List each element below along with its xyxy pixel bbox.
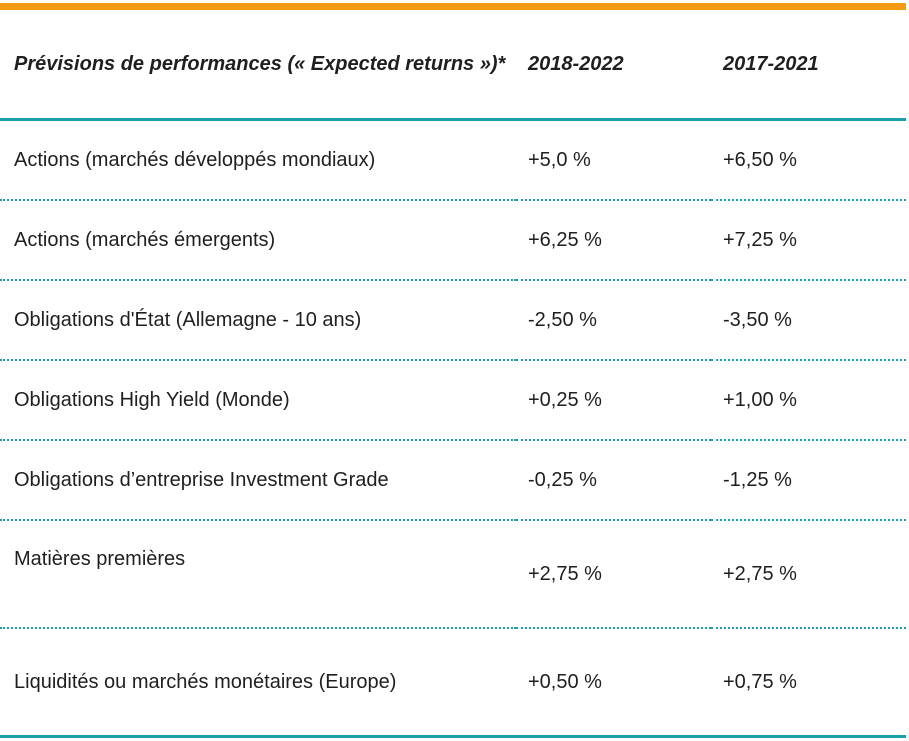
- row-value-2017-2021: +7,25 %: [711, 200, 906, 281]
- row-value-2017-2021: -1,25 %: [711, 440, 906, 521]
- row-value-2018-2022: +6,25 %: [516, 200, 711, 281]
- header-title: Prévisions de performances (« Expected r…: [0, 10, 516, 121]
- row-value-2018-2022: +0,50 %: [516, 628, 711, 738]
- expected-returns-table: Prévisions de performances (« Expected r…: [0, 10, 906, 738]
- table-header-row: Prévisions de performances (« Expected r…: [0, 10, 906, 121]
- table-row: Liquidités ou marchés monétaires (Europe…: [0, 628, 906, 738]
- table-row: Obligations d'État (Allemagne - 10 ans) …: [0, 280, 906, 361]
- table-row: Actions (marchés émergents) +6,25 % +7,2…: [0, 200, 906, 281]
- row-label: Actions (marchés émergents): [0, 200, 516, 281]
- row-value-2017-2021: +0,75 %: [711, 628, 906, 738]
- top-accent-bar: [0, 3, 906, 10]
- row-value-2018-2022: +2,75 %: [516, 520, 711, 629]
- row-label: Obligations d’entreprise Investment Grad…: [0, 440, 516, 521]
- header-period-2018-2022: 2018-2022: [516, 10, 711, 121]
- row-value-2018-2022: +0,25 %: [516, 360, 711, 441]
- table-row: Matières premières +2,75 % +2,75 %: [0, 520, 906, 629]
- row-value-2018-2022: -2,50 %: [516, 280, 711, 361]
- row-label: Liquidités ou marchés monétaires (Europe…: [0, 628, 516, 738]
- row-value-2018-2022: -0,25 %: [516, 440, 711, 521]
- row-label: Actions (marchés développés mondiaux): [0, 119, 516, 201]
- row-value-2017-2021: +6,50 %: [711, 119, 906, 201]
- row-label: Obligations High Yield (Monde): [0, 360, 516, 441]
- table-row: Obligations High Yield (Monde) +0,25 % +…: [0, 360, 906, 441]
- row-value-2017-2021: -3,50 %: [711, 280, 906, 361]
- table-row: Obligations d’entreprise Investment Grad…: [0, 440, 906, 521]
- row-value-2017-2021: +1,00 %: [711, 360, 906, 441]
- table-row: Actions (marchés développés mondiaux) +5…: [0, 119, 906, 201]
- row-value-2018-2022: +5,0 %: [516, 119, 711, 201]
- row-value-2017-2021: +2,75 %: [711, 520, 906, 629]
- header-period-2017-2021: 2017-2021: [711, 10, 906, 121]
- row-label: Matières premières: [0, 520, 516, 629]
- row-label: Obligations d'État (Allemagne - 10 ans): [0, 280, 516, 361]
